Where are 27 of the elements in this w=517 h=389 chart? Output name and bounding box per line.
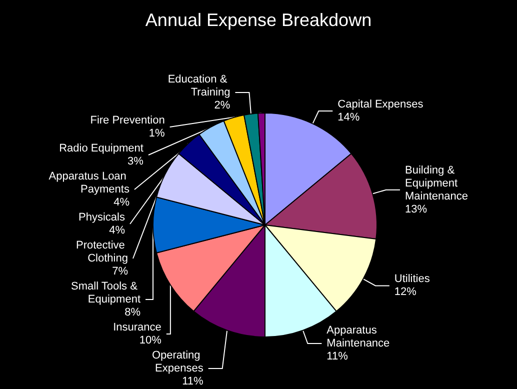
slice-label: Small Tools & Equipment (71, 280, 141, 306)
slice-label: Protective Clothing (76, 240, 128, 264)
data-label: 11% (326, 350, 348, 363)
slice-label: Operating Expenses (152, 350, 204, 374)
data-label: 1% (148, 128, 166, 140)
data-label: 4% (114, 196, 130, 208)
data-label: 2% (214, 100, 230, 112)
data-label: 4% (109, 224, 126, 236)
slice-label: Education & Training (168, 74, 230, 98)
slice-label: Building & Equipment Maintenance (404, 164, 468, 202)
data-label: 10% (139, 334, 162, 346)
slice-label: Capital Expenses (338, 98, 424, 110)
slice-label: Utilities (394, 273, 430, 286)
slice-label: Apparatus Loan Payments (48, 170, 130, 196)
data-label: 3% (128, 156, 144, 168)
slice-label: Radio Equipment (59, 142, 144, 154)
data-label: 14% (338, 111, 360, 124)
chart-title: Annual Expense Breakdown (145, 10, 372, 30)
slice-label: Physicals (78, 212, 126, 224)
slice-label: Insurance (113, 322, 162, 334)
data-label: 7% (112, 266, 128, 278)
data-label: 12% (394, 286, 417, 298)
data-label: 8% (124, 306, 141, 318)
slice-label: Fire Prevention (90, 114, 165, 126)
slice-label: Apparatus Maintenance (326, 324, 390, 350)
data-label: 13% (404, 203, 428, 216)
data-label: 11% (182, 376, 204, 388)
